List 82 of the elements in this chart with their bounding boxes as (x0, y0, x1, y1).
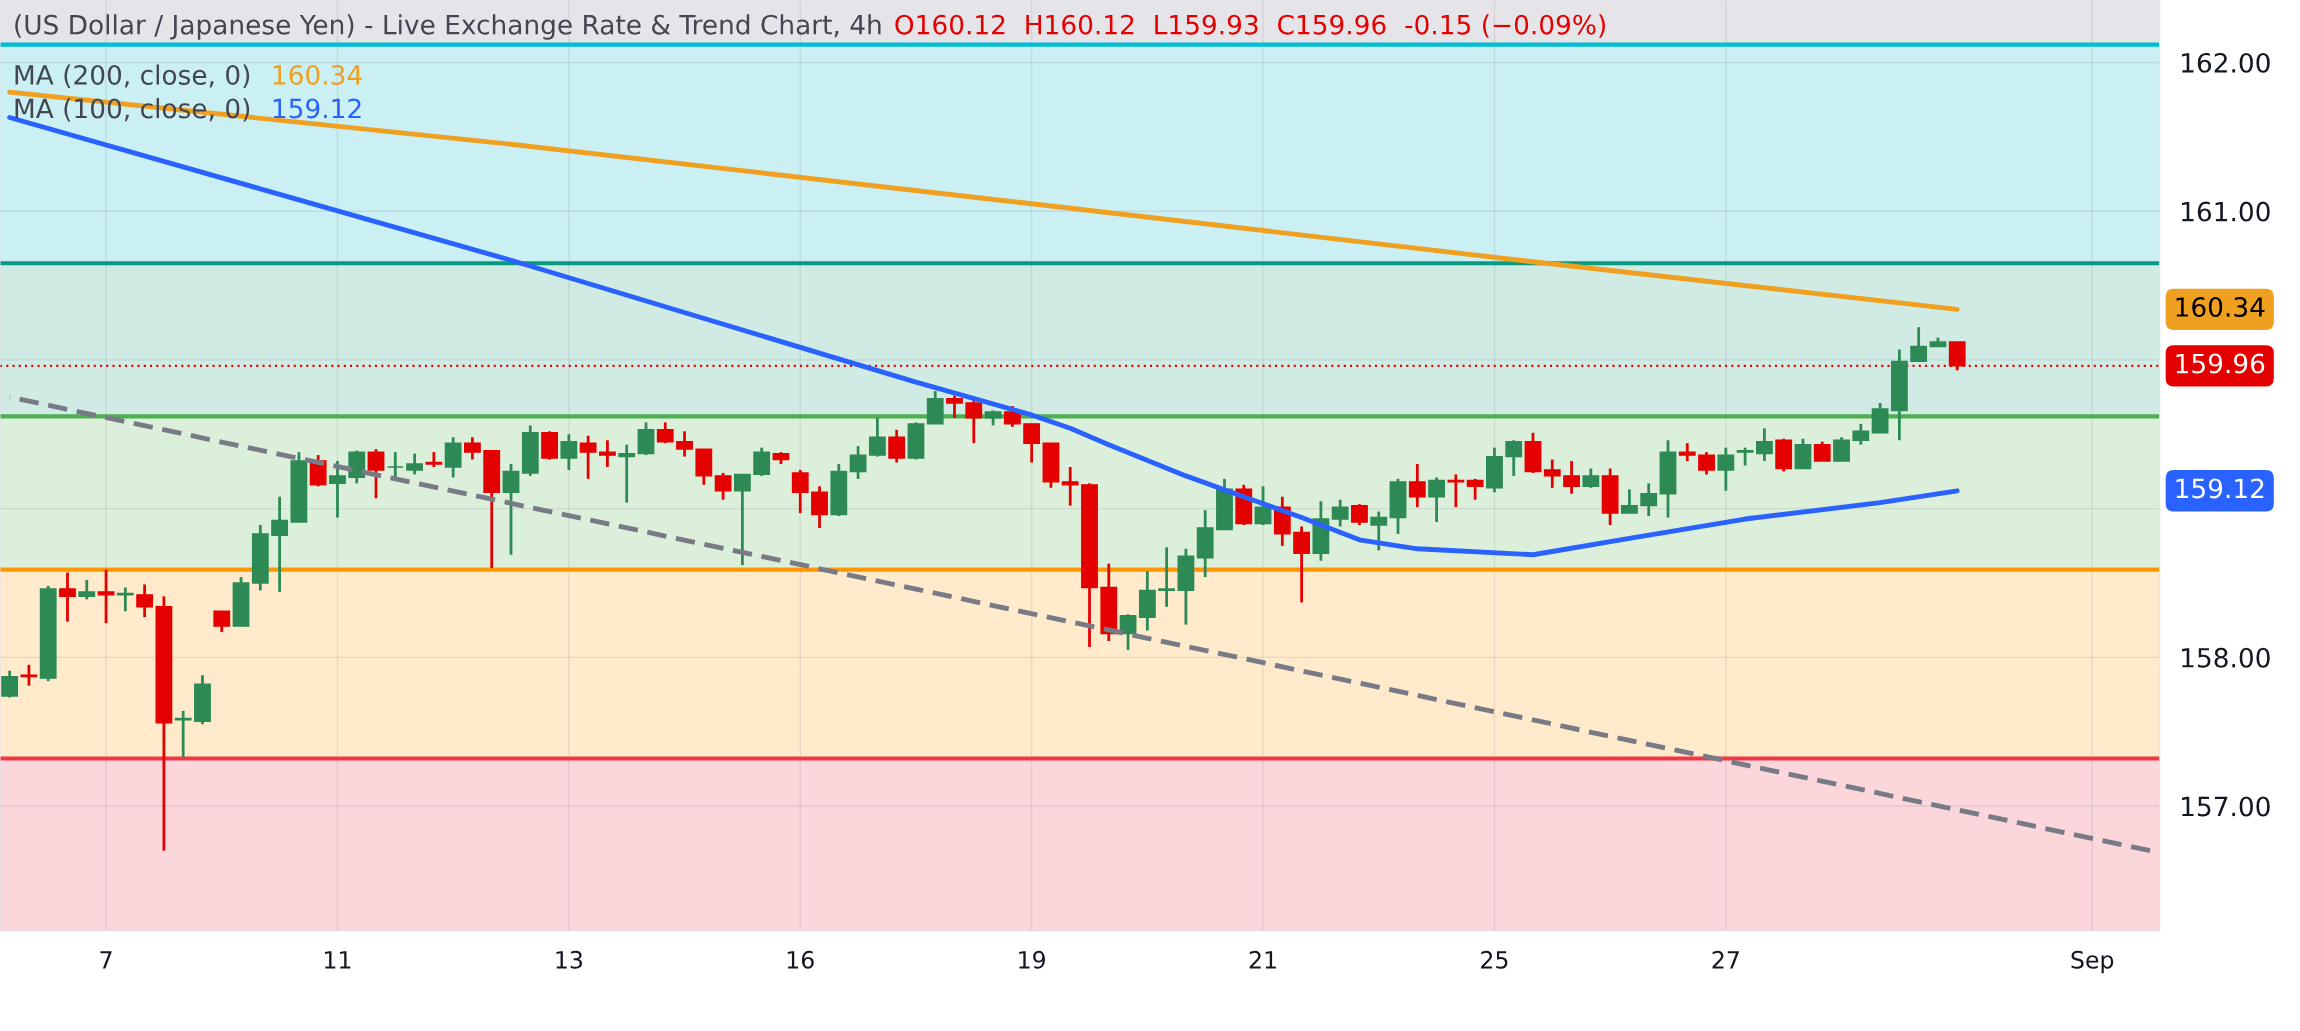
candlestick (868, 416, 886, 458)
candlestick (1582, 467, 1600, 490)
candlestick (213, 609, 231, 634)
candlestick (78, 578, 96, 601)
candlestick (811, 484, 828, 530)
candlestick (888, 428, 906, 464)
candlestick (59, 571, 76, 624)
candlestick (502, 462, 520, 557)
candlestick (406, 452, 423, 476)
candlestick (1910, 325, 1928, 363)
candlestick (1119, 612, 1137, 652)
y-tick-label: 157.00 (2182, 796, 2270, 817)
candlestick (637, 420, 655, 457)
annotation: 160.34 (273, 64, 362, 85)
candlestick (1833, 435, 1850, 463)
candlestick (1428, 476, 1445, 524)
candlestick (1698, 450, 1715, 476)
y-tick-label: 158.00 (2182, 647, 2270, 668)
candlestick (1, 669, 19, 699)
candlestick (1351, 502, 1368, 527)
candlestick (1871, 401, 1889, 435)
candlestick (1158, 545, 1176, 609)
x-tick-label: 7 (100, 951, 112, 969)
candlestick (329, 459, 346, 519)
candlestick (1254, 484, 1272, 527)
candlestick (1447, 473, 1465, 509)
x-tick-label: 25 (1481, 950, 1508, 969)
candlestick (1948, 340, 1966, 372)
candlestick (791, 468, 809, 515)
candlestick (849, 444, 867, 481)
candlestick (618, 443, 636, 505)
chart-subtitle: O160.12 H160.12 L159.93 C159.96 -0.15 (−0.09%) (895, 14, 1605, 38)
x-tick-label: Sep (2071, 950, 2114, 974)
candlestick (1563, 459, 1580, 496)
candlestick (1023, 422, 1041, 464)
candlestick (1293, 525, 1311, 604)
candlestick (1061, 465, 1079, 508)
y-tick-label: 161.00 (2182, 201, 2270, 222)
x-tick-label: 21 (1249, 950, 1276, 969)
candlestick (271, 495, 289, 594)
candlestick (1794, 437, 1812, 470)
candlestick (116, 586, 134, 613)
candlestick (733, 473, 751, 567)
candlestick (367, 447, 385, 500)
candlestick (464, 435, 481, 461)
candlestick (579, 434, 597, 481)
candlestick (560, 432, 578, 472)
x-tick-label: 19 (1019, 950, 1045, 969)
candlestick (676, 429, 693, 458)
text: 159.12 (2176, 478, 2264, 499)
candlestick (1331, 498, 1349, 528)
candlestick (1640, 481, 1658, 518)
candlestick (599, 438, 616, 469)
annotation: 159.12 (273, 98, 361, 119)
candlestick (1813, 440, 1831, 463)
x-tick-label: 11 (325, 951, 351, 969)
y-tick-label: 162.00 (2182, 52, 2270, 73)
candlestick (1370, 510, 1388, 552)
candlestick (136, 583, 154, 619)
candlestick (714, 471, 732, 502)
candlestick (1852, 422, 1870, 447)
candlestick (1621, 487, 1638, 515)
x-tick-label: 27 (1712, 950, 1739, 969)
candlestick (656, 420, 674, 445)
candlestick (1466, 477, 1484, 502)
candlestick (20, 663, 38, 687)
text: 160.34 (2176, 297, 2265, 317)
candlestick (1408, 462, 1426, 509)
candlestick (1717, 446, 1735, 493)
text: (US Dollar / Japanese Yen) - Live Exchange Rate & Trend Chart, 4h (15, 14, 881, 40)
candlestick (1505, 438, 1523, 478)
series-label: MA (200, close, 0) (15, 64, 250, 89)
x-tick-label: 13 (556, 950, 582, 969)
candlestick (1755, 426, 1773, 463)
candlestick (753, 446, 771, 478)
candlestick (444, 435, 462, 479)
candlestick (97, 568, 115, 625)
candlestick (174, 709, 192, 759)
candlestick (946, 394, 963, 420)
candlestick (1543, 458, 1561, 490)
x-tick-label: 16 (787, 950, 814, 969)
ref-line-label: 159.96 (2176, 353, 2265, 374)
